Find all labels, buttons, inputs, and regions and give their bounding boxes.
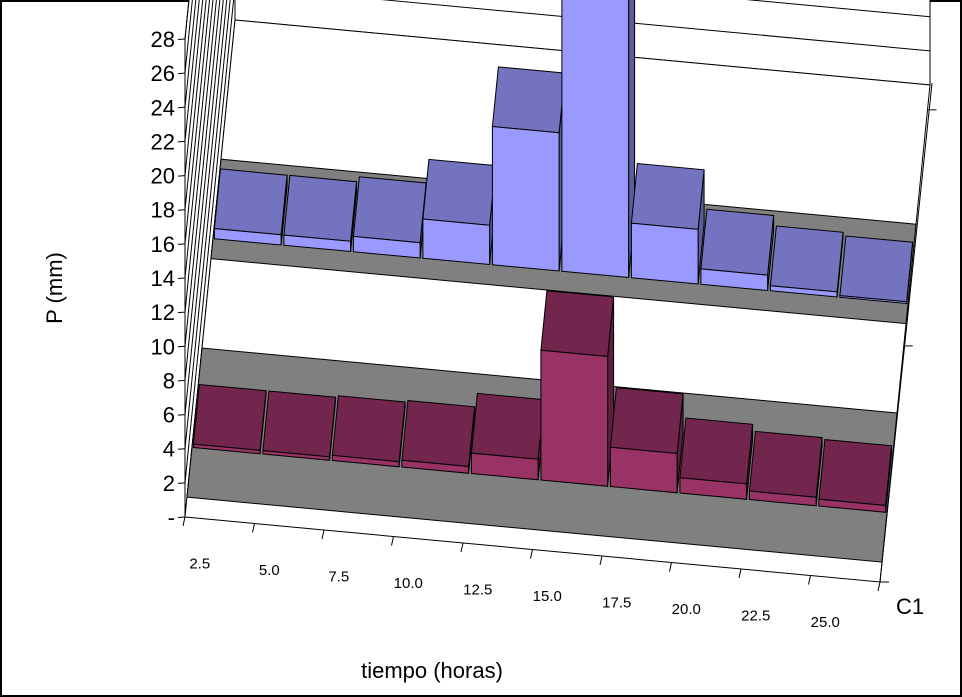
x-tick-mark bbox=[182, 516, 186, 527]
gridline bbox=[184, 0, 221, 347]
y-tick-mark bbox=[177, 345, 186, 348]
x-tick-label: 7.5 bbox=[328, 568, 349, 585]
x-tick-mark bbox=[460, 542, 464, 553]
gridline bbox=[184, 0, 224, 381]
bar-front bbox=[262, 390, 337, 461]
bar-front bbox=[470, 392, 545, 481]
y-tick-label: 8 bbox=[163, 368, 175, 393]
gridline bbox=[184, 0, 931, 449]
bar-back bbox=[491, 66, 566, 272]
y-tick-label: 20 bbox=[151, 164, 175, 189]
y-tick-label: 6 bbox=[163, 403, 175, 428]
y-tick-mark bbox=[177, 448, 186, 450]
depth-axis bbox=[879, 82, 933, 583]
x-tick-mark bbox=[530, 549, 533, 559]
x-tick-mark bbox=[669, 562, 672, 572]
x-tick-label: 12.5 bbox=[463, 581, 492, 598]
y-tick-label: 12 bbox=[151, 300, 175, 325]
gridline bbox=[184, 0, 204, 176]
gridline bbox=[184, 0, 931, 483]
bar-front bbox=[679, 417, 754, 500]
y-tick-mark bbox=[177, 72, 186, 75]
bar-front bbox=[331, 395, 406, 468]
gridline bbox=[184, 0, 217, 313]
y-tick-label: 18 bbox=[151, 198, 175, 223]
x-tick-label: 20.0 bbox=[672, 601, 701, 618]
bar-back bbox=[700, 208, 775, 292]
gridline bbox=[184, 0, 211, 244]
y-tick-mark bbox=[177, 106, 186, 109]
bar-front bbox=[609, 387, 684, 494]
y-tick-label: - bbox=[168, 505, 175, 530]
bar-front bbox=[748, 430, 823, 507]
y-tick-mark bbox=[177, 311, 186, 314]
y-tick-label: 2 bbox=[163, 471, 175, 496]
y-tick-mark bbox=[177, 175, 186, 177]
y-tick-label: 24 bbox=[151, 95, 175, 120]
gridline bbox=[184, 0, 228, 415]
y-tick-mark bbox=[177, 277, 186, 279]
y-tick-mark bbox=[177, 482, 186, 484]
y-tick-mark bbox=[177, 140, 186, 143]
bar-back bbox=[352, 176, 427, 259]
x-tick-mark bbox=[252, 523, 255, 533]
y-tick-label: 26 bbox=[151, 61, 175, 86]
series-depth-label: C1 bbox=[896, 594, 924, 619]
bar-front bbox=[818, 439, 893, 513]
x-tick-label: 5.0 bbox=[259, 562, 280, 579]
x-tick-mark bbox=[808, 575, 811, 585]
x-tick-mark bbox=[321, 529, 325, 540]
bar-front bbox=[401, 400, 476, 474]
bar-back bbox=[630, 162, 705, 285]
bar-front bbox=[192, 383, 267, 455]
y-tick-mark bbox=[177, 209, 186, 211]
y-tick-mark bbox=[177, 243, 186, 245]
x-tick-label: 25.0 bbox=[811, 614, 840, 631]
y-tick-label: 14 bbox=[151, 266, 175, 291]
gridline bbox=[184, 0, 207, 210]
y-tick-mark bbox=[177, 379, 186, 382]
bar-back bbox=[283, 174, 358, 253]
x-tick-mark bbox=[738, 568, 742, 579]
x-tick-mark bbox=[599, 555, 603, 566]
x-tick-mark bbox=[877, 581, 881, 592]
bar-back bbox=[213, 168, 288, 246]
y-tick-label: 4 bbox=[163, 437, 175, 462]
y-tick-label: 22 bbox=[151, 129, 175, 154]
y-tick-mark bbox=[177, 38, 186, 40]
y-tick-mark bbox=[177, 516, 186, 518]
bars bbox=[186, 0, 917, 563]
x-tick-label: 22.5 bbox=[741, 607, 770, 624]
bar-back bbox=[769, 225, 844, 298]
x-tick-label: 15.0 bbox=[533, 588, 562, 605]
bar-back bbox=[561, 0, 636, 279]
x-axis-title: tiempo (horas) bbox=[361, 658, 503, 683]
y-tick-label: 10 bbox=[151, 334, 175, 359]
x-tick-label: 10.0 bbox=[394, 575, 423, 592]
x-tick-mark bbox=[391, 536, 394, 546]
x-axis-ticks: 2.5 5.0 7.5 10.0 12.5 15.0 17.5 20.0 22.5 25.0 bbox=[182, 82, 937, 631]
bar-front bbox=[540, 290, 615, 487]
x-tick-label: 17.5 bbox=[602, 594, 631, 611]
bar-back bbox=[839, 235, 914, 305]
y-tick-label: 16 bbox=[151, 232, 175, 257]
y-tick-mark bbox=[177, 414, 186, 416]
y-axis-title: P (mm) bbox=[42, 252, 67, 324]
y-tick-label: 28 bbox=[151, 27, 175, 52]
gridline bbox=[184, 0, 214, 279]
bar-back bbox=[422, 158, 497, 266]
x-tick-label: 2.5 bbox=[189, 555, 210, 572]
